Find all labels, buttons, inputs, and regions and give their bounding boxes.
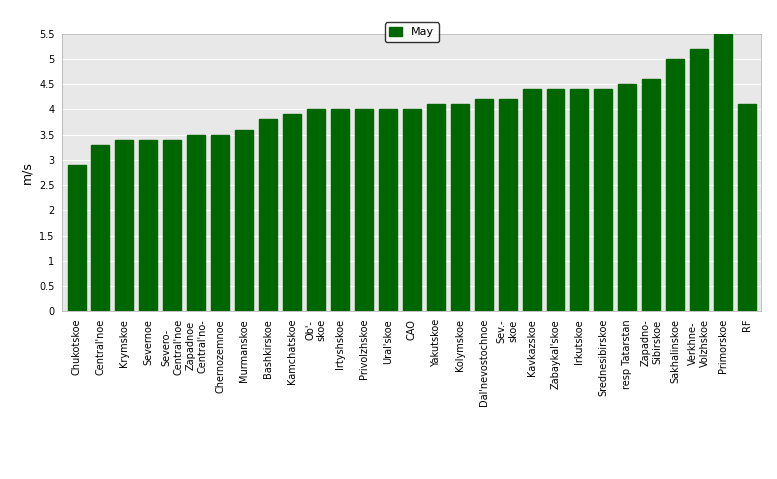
Bar	[523, 89, 541, 311]
Bar	[594, 89, 612, 311]
Bar	[546, 89, 564, 311]
Bar	[116, 139, 134, 311]
Bar	[475, 99, 493, 311]
Bar	[402, 109, 421, 311]
Bar	[666, 59, 685, 311]
Bar	[714, 34, 732, 311]
Bar	[307, 109, 325, 311]
Bar	[187, 135, 205, 311]
Bar	[260, 119, 277, 311]
Bar	[211, 135, 229, 311]
Bar	[235, 129, 253, 311]
Bar	[283, 114, 301, 311]
Legend: May: May	[385, 23, 439, 42]
Y-axis label: m/s: m/s	[20, 161, 33, 184]
Bar	[379, 109, 397, 311]
Bar	[451, 104, 469, 311]
Bar	[690, 49, 708, 311]
Bar	[92, 145, 110, 311]
Bar	[738, 104, 756, 311]
Bar	[643, 79, 660, 311]
Bar	[570, 89, 588, 311]
Bar	[427, 104, 444, 311]
Bar	[618, 84, 636, 311]
Bar	[163, 139, 181, 311]
Bar	[499, 99, 517, 311]
Bar	[139, 139, 158, 311]
Bar	[68, 165, 85, 311]
Bar	[355, 109, 373, 311]
Bar	[331, 109, 349, 311]
